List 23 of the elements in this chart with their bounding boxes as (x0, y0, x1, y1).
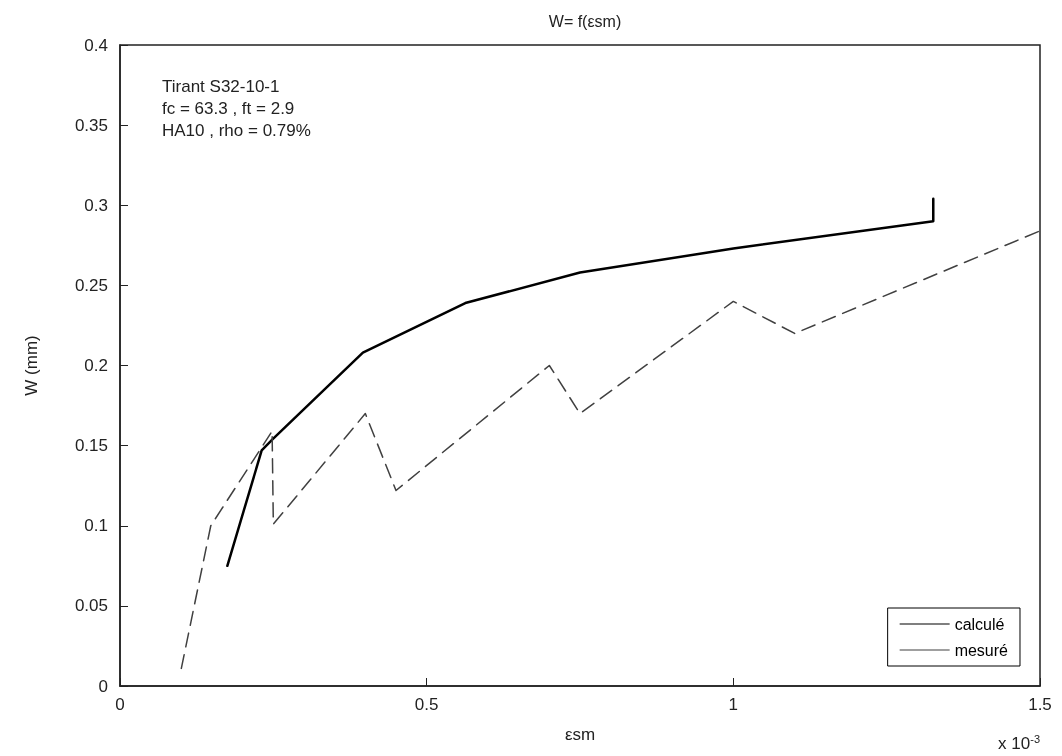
y-tick-label: 0.15 (74, 436, 108, 456)
annotation: fc = 63.3 , ft = 2.9 (162, 98, 295, 118)
line-series (180, 230, 1041, 670)
line-series (226, 197, 935, 568)
y-tick-label: 0.4 (84, 35, 108, 55)
chart-title: W= f(εsm) (548, 12, 622, 30)
x-tick-label: 1.5 (1028, 695, 1052, 714)
y-tick-label: 0.3 (84, 195, 108, 215)
legend-label: calculé (954, 615, 1005, 633)
y-tick-label: 0.2 (84, 356, 108, 375)
x-axis-title: εsm (564, 725, 596, 744)
annotation: HA10 , rho = 0.79% (162, 120, 311, 140)
y-tick-label: 0.35 (74, 115, 108, 135)
legend-label: mesuré (954, 641, 1009, 659)
annotation: Tirant S32-10-1 (162, 76, 280, 96)
y-tick-label: 0.25 (74, 275, 108, 295)
y-tick-label: 0.05 (74, 596, 108, 616)
x-tick-label: 1 (728, 695, 739, 714)
x-tick-label: 0.5 (414, 695, 439, 714)
x-tick-label: 0 (115, 695, 125, 714)
y-axis-title: W (mm) (22, 335, 41, 396)
y-tick-label: 0.1 (84, 516, 108, 536)
y-tick-label: 0 (98, 676, 108, 696)
